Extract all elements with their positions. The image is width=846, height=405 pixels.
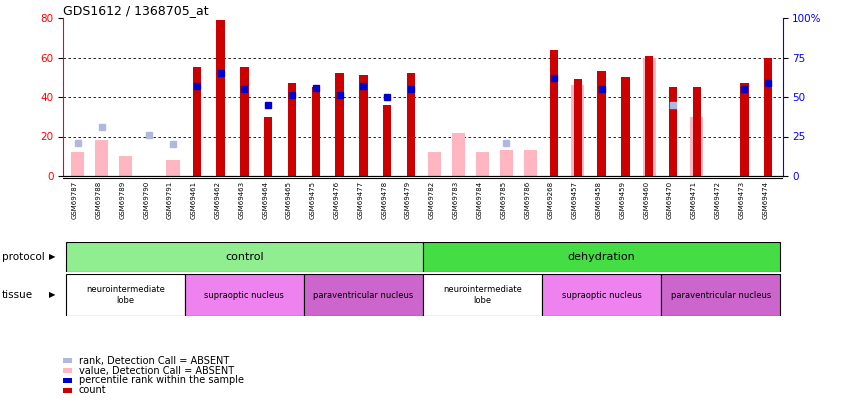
Text: GSM69472: GSM69472 [715,181,721,219]
Text: ▶: ▶ [49,252,56,262]
Text: GSM69786: GSM69786 [525,181,530,220]
Text: GSM69784: GSM69784 [476,181,482,219]
Text: GSM69457: GSM69457 [572,181,578,219]
Text: GSM69475: GSM69475 [310,181,316,219]
Bar [693,87,701,176]
Bar [423,274,542,316]
Text: GSM69474: GSM69474 [762,181,768,219]
Bar [167,160,179,176]
Bar [264,117,272,176]
Bar [71,152,85,176]
Bar [524,150,536,176]
Bar [571,85,585,176]
Text: rank, Detection Call = ABSENT: rank, Detection Call = ABSENT [79,356,229,366]
Text: neurointermediate
lobe: neurointermediate lobe [86,285,165,305]
Bar [643,58,656,176]
Text: GSM69787: GSM69787 [72,181,78,220]
Bar [311,87,320,176]
Bar [428,152,442,176]
Bar [407,73,415,176]
Text: value, Detection Call = ABSENT: value, Detection Call = ABSENT [79,366,233,375]
Text: dehydration: dehydration [568,252,635,262]
Text: supraoptic nucleus: supraoptic nucleus [205,290,284,300]
Text: protocol: protocol [2,252,45,262]
Text: GSM69461: GSM69461 [191,181,197,219]
Bar [95,141,108,176]
Bar [542,274,661,316]
Bar [621,77,629,176]
Text: neurointermediate
lobe: neurointermediate lobe [443,285,522,305]
Bar [383,105,392,176]
Text: control: control [225,252,264,262]
Text: tissue: tissue [2,290,33,300]
Bar [476,152,489,176]
Bar [764,58,772,176]
Text: GSM69464: GSM69464 [262,181,268,219]
Bar [500,150,513,176]
Bar [452,132,465,176]
Text: GSM69478: GSM69478 [382,181,387,219]
Text: GSM69789: GSM69789 [119,181,125,220]
Text: GSM69477: GSM69477 [358,181,364,219]
Bar [193,67,201,176]
Text: supraoptic nucleus: supraoptic nucleus [562,290,641,300]
Text: GSM69470: GSM69470 [667,181,673,219]
Text: paraventricular nucleus: paraventricular nucleus [671,290,771,300]
Text: GSM69462: GSM69462 [215,181,221,219]
Bar [66,242,423,272]
Text: GSM69471: GSM69471 [691,181,697,219]
Bar [661,274,780,316]
Bar [423,242,780,272]
Text: GDS1612 / 1368705_at: GDS1612 / 1368705_at [63,4,209,17]
Text: GSM69463: GSM69463 [239,181,244,219]
Bar [690,117,703,176]
Text: GSM69479: GSM69479 [405,181,411,219]
Text: GSM69788: GSM69788 [96,181,102,220]
Text: GSM69790: GSM69790 [143,181,149,220]
Text: GSM69268: GSM69268 [548,181,554,219]
Text: GSM69473: GSM69473 [739,181,744,219]
Text: paraventricular nucleus: paraventricular nucleus [313,290,414,300]
Bar [550,49,558,176]
Bar [669,87,677,176]
Bar [240,67,249,176]
Text: percentile rank within the sample: percentile rank within the sample [79,375,244,386]
Bar [360,75,368,176]
Bar [185,274,304,316]
Bar [66,274,185,316]
Text: GSM69458: GSM69458 [596,181,602,219]
Text: ▶: ▶ [49,290,56,300]
Bar [217,20,225,176]
Bar [118,156,132,176]
Text: GSM69785: GSM69785 [500,181,507,219]
Bar [288,83,296,176]
Text: GSM69460: GSM69460 [643,181,649,219]
Bar [574,79,582,176]
Bar [336,73,343,176]
Text: GSM69459: GSM69459 [619,181,625,219]
Bar [597,71,606,176]
Text: GSM69791: GSM69791 [167,181,173,220]
Text: GSM69782: GSM69782 [429,181,435,219]
Text: GSM69783: GSM69783 [453,181,459,220]
Bar [645,55,653,176]
Text: GSM69465: GSM69465 [286,181,292,219]
Bar [304,274,423,316]
Text: GSM69476: GSM69476 [333,181,339,219]
Bar [740,83,749,176]
Text: count: count [79,385,107,395]
